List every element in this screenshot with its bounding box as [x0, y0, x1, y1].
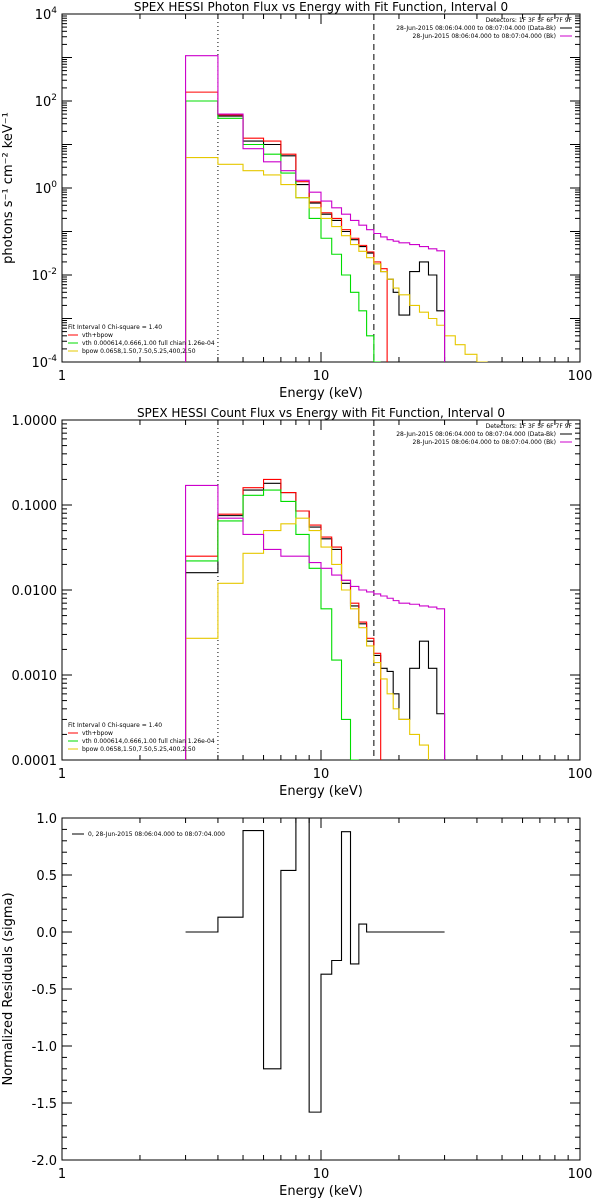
- series-bk-line: [185, 484, 446, 760]
- series-vth-line: [185, 489, 359, 760]
- x-tick-label: 10: [313, 1167, 330, 1182]
- y-tick-exponent: -4: [48, 354, 57, 364]
- panel-2: 1 10 100 0.0001 0.0010 0.0100 0.1000 1.0000 SPEX…: [12, 406, 593, 799]
- series-vth-line: [185, 100, 381, 362]
- x-tick-label: 1: [58, 1167, 66, 1182]
- x-tick-label: 100: [568, 369, 593, 384]
- series-bpow-line: [185, 517, 430, 760]
- y-tick-label: 10-2: [31, 267, 57, 284]
- series-bk-line: [185, 55, 446, 362]
- x-axis-label: Energy (keV): [279, 386, 363, 401]
- y-tick-label: 104: [35, 6, 58, 23]
- y-tick-label: -1.5: [32, 1097, 57, 1112]
- fit-info-line: vth+bpow: [82, 730, 113, 737]
- series-group: [185, 55, 488, 362]
- y-tick-label: -0.5: [32, 983, 57, 998]
- fit-info-line: Fit Interval 0 Chi-square = 1.40: [68, 722, 162, 729]
- x-tick-label: 10: [313, 369, 330, 384]
- y-tick-exponent: 4: [51, 6, 57, 16]
- y-axis-label: Normalized Residuals (sigma): [1, 892, 16, 1085]
- y-tick-label: 0.0: [36, 926, 57, 941]
- x-tick-label: 10: [313, 767, 330, 782]
- series-bpow-line: [185, 157, 488, 362]
- y-tick-exponent: -2: [48, 267, 57, 277]
- x-axis-label: Energy (keV): [279, 784, 363, 799]
- y-tick-label: -1.0: [32, 1040, 57, 1055]
- y-tick-label: -2.0: [32, 1154, 57, 1169]
- fit-info-line: vth 0.000614,0.666,1.00 full chian 1.26e…: [82, 340, 215, 347]
- x-tick-label: 100: [568, 767, 593, 782]
- series-total-line: [185, 478, 382, 760]
- fit-info-line: vth+bpow: [82, 332, 113, 339]
- series-data-line: [185, 818, 445, 1113]
- y-tick-label: 0.0100: [12, 584, 58, 599]
- series-total-line: [185, 91, 388, 362]
- fit-info-line: bpow 0.0658,1.50,7.50,5.25,400,2.50: [82, 746, 196, 753]
- fit-info-line: vth 0.000614,0.666,1.00 full chian 1.26e…: [82, 738, 215, 745]
- y-tick-label: 1.0000: [12, 414, 58, 429]
- plot-frame: [61, 13, 581, 363]
- x-tick-label: 100: [568, 1167, 593, 1182]
- legend-entry: 28-Jun-2015 08:06:04.000 to 08:07:04.000…: [396, 25, 556, 32]
- y-tick-label: 0.0001: [12, 754, 58, 769]
- series-group: [185, 818, 445, 1113]
- y-tick-exponent: 2: [51, 93, 57, 103]
- legend-entry: 28-Jun-2015 08:06:04.000 to 08:07:04.000…: [413, 439, 556, 446]
- fit-info-line: Fit Interval 0 Chi-square = 1.40: [68, 324, 162, 331]
- legend-entry: 28-Jun-2015 08:06:04.000 to 08:07:04.000…: [396, 431, 556, 438]
- panel-1: 1 10 100 10-4 10-2 100 102 104 SPEX HESSI Photon…: [1, 0, 592, 401]
- y-axis-label: photons s⁻¹ cm⁻² keV⁻¹: [1, 112, 16, 264]
- x-axis-label: Energy (keV): [279, 1184, 363, 1199]
- legend-entry: Detectors: 1F 3F 5F 6F 7F 9F: [486, 423, 573, 430]
- legend-entry: 0, 28-Jun-2015 08:06:04.000 to 08:07:04.…: [88, 831, 225, 838]
- chart-title: SPEX HESSI Photon Flux vs Energy with Fi…: [134, 0, 508, 14]
- series-data-line: [185, 100, 446, 362]
- y-tick-label: 1.0: [36, 812, 57, 827]
- legend-entry: Detectors: 1F 3F 5F 6F 7F 9F: [486, 17, 573, 24]
- y-tick-label: 102: [35, 93, 57, 110]
- series-group: [185, 478, 446, 760]
- x-tick-label: 1: [58, 369, 66, 384]
- legend-entry: 28-Jun-2015 08:06:04.000 to 08:07:04.000…: [413, 33, 556, 40]
- y-tick-label: 100: [35, 180, 58, 197]
- chart-title: SPEX HESSI Count Flux vs Energy with Fit…: [137, 406, 505, 420]
- y-tick-label: 0.1000: [12, 499, 58, 514]
- fit-info-line: bpow 0.0658,1.50,7.50,5.25,400,2.50: [82, 348, 196, 355]
- y-tick-label: 0.5: [36, 869, 57, 884]
- y-tick-exponent: 0: [51, 180, 57, 190]
- panel-3: 1 10 100 1.0 0.5 0.0 -0.5 -1.0 -1.5 -2.0 Energy (k…: [1, 812, 592, 1199]
- x-tick-label: 1: [58, 767, 66, 782]
- y-tick-label: 10-4: [31, 354, 57, 371]
- y-tick-label: 0.0010: [12, 669, 58, 684]
